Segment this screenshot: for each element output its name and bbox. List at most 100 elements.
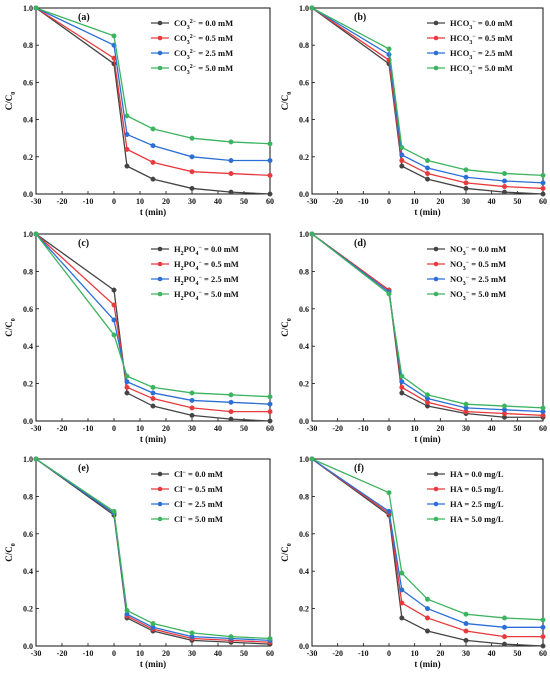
data-point (399, 384, 405, 390)
data-point (189, 154, 195, 160)
y-tick-label: 0.8 (23, 267, 33, 276)
legend-entry: NO3− = 5.0 mM (450, 289, 506, 302)
data-point (540, 191, 546, 197)
x-tick-label: 20 (162, 197, 170, 206)
x-tick-label: 10 (136, 424, 144, 433)
data-point (189, 169, 195, 175)
plot-frame (311, 233, 544, 422)
legend-entry: Cl− = 2.5 mM (174, 499, 223, 509)
data-point (463, 185, 469, 191)
data-point (124, 373, 130, 379)
panel-label: (e) (78, 463, 89, 474)
plot-frame (35, 233, 271, 422)
legend-entry: HCO3− = 5.0 mM (450, 63, 513, 76)
chart-panel-b: -30 -20 -10 0 10 20 30 40 50 60 0.0 0.2 0.4 0.6 0.8 1.0… (280, 4, 547, 217)
data-point (463, 621, 469, 627)
data-point (399, 373, 405, 379)
data-point (399, 158, 405, 164)
data-point (463, 611, 469, 617)
data-point (502, 615, 508, 621)
y-tick-label: 1.0 (299, 455, 309, 464)
x-tick-label: 60 (266, 649, 274, 658)
x-tick-label: 0 (387, 649, 391, 658)
legend-entry: NO3− = 0.0 mM (450, 244, 506, 257)
x-tick-label: -20 (332, 424, 343, 433)
data-point (267, 636, 273, 642)
chart-panel-a: -30 -20 -10 0 10 20 30 40 50 60 0.0 0.2 0.4 0.6 0.8 1.0… (4, 4, 274, 217)
x-tick-label: -10 (358, 649, 369, 658)
legend-marker (157, 501, 163, 507)
data-point (228, 392, 234, 398)
data-point (124, 384, 130, 390)
legend-marker (433, 486, 439, 492)
data-point (463, 628, 469, 634)
y-tick-label: 0.0 (299, 417, 309, 426)
x-tick-label: -20 (57, 197, 68, 206)
legend-marker (157, 50, 163, 56)
data-point (228, 189, 234, 195)
data-point (386, 508, 392, 514)
x-tick-label: -30 (307, 197, 318, 206)
chart-panel-d: -30 -20 -10 0 10 20 30 40 50 60 0.0 0.2 0.4 0.6 0.8 1.0… (280, 230, 547, 444)
y-tick-label: 0.8 (23, 492, 33, 501)
y-tick-label: 0.6 (23, 530, 33, 539)
data-point (386, 46, 392, 52)
data-point (425, 171, 431, 177)
data-point (111, 317, 117, 323)
legend-entry: H2PO4− = 2.5 mM (174, 274, 239, 287)
series-line-0 (35, 7, 271, 195)
y-tick-label: 0.2 (23, 605, 33, 614)
data-point (228, 416, 234, 422)
y-tick-label: 0.2 (23, 380, 33, 389)
legend-marker (433, 291, 439, 297)
data-point (386, 291, 392, 297)
data-point (540, 624, 546, 630)
x-tick-label: -10 (358, 424, 369, 433)
y-tick-label: 0.4 (23, 342, 33, 351)
data-point (124, 131, 130, 137)
x-tick-label: -10 (83, 649, 94, 658)
y-tick-label: 0.0 (299, 190, 309, 199)
data-point (189, 397, 195, 403)
data-point (150, 176, 156, 182)
chart-panel-f: -30 -20 -10 0 10 20 30 40 50 60 0.0 0.2 0.4 0.6 0.8 1.0… (280, 455, 547, 669)
y-tick-label: 1.0 (23, 4, 33, 13)
data-point (502, 189, 508, 195)
data-point (33, 456, 39, 462)
x-tick-label: -20 (57, 424, 68, 433)
y-tick-label: 0.2 (299, 380, 309, 389)
x-tick-label: 60 (539, 424, 547, 433)
x-tick-label: 0 (387, 424, 391, 433)
x-tick-label: 30 (188, 649, 196, 658)
data-point (463, 174, 469, 180)
legend-entry: HA = 5.0 mg/L (450, 514, 504, 524)
series-line-0 (35, 458, 271, 645)
panel-label: (c) (78, 238, 89, 249)
data-point (111, 302, 117, 308)
data-point (33, 231, 39, 237)
data-point (267, 141, 273, 147)
data-point (540, 180, 546, 186)
data-point (399, 587, 405, 593)
y-tick-label: 0.2 (299, 153, 309, 162)
x-tick-label: 50 (513, 424, 521, 433)
data-point (425, 392, 431, 398)
y-tick-label: 0.6 (299, 530, 309, 539)
data-point (425, 606, 431, 612)
chart-panel-e: -30 -20 -10 0 10 20 30 40 50 60 0.0 0.2 0.4 0.6 0.8 1.0… (4, 455, 274, 669)
legend-marker (157, 471, 163, 477)
data-point (463, 180, 469, 186)
data-point (267, 401, 273, 407)
y-tick-label: 0.4 (299, 567, 309, 576)
x-tick-label: -30 (31, 197, 42, 206)
x-axis-title: t (min) (414, 207, 440, 217)
data-point (228, 139, 234, 145)
legend-entry: H2PO4− = 5.0 mM (174, 289, 239, 302)
chart-panel-c: -30 -20 -10 0 10 20 30 40 50 60 0.0 0.2 0.4 0.6 0.8 1.0… (4, 230, 274, 444)
x-tick-label: 50 (240, 424, 248, 433)
legend-entry: H2PO4− = 0.5 mM (174, 259, 239, 272)
data-point (150, 390, 156, 396)
legend-marker (157, 516, 163, 522)
y-tick-label: 1.0 (23, 455, 33, 464)
data-point (124, 113, 130, 119)
